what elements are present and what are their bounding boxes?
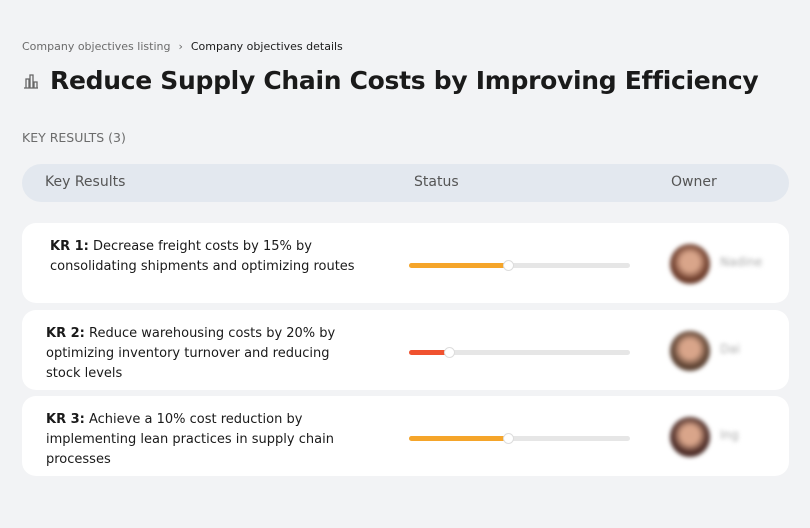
owner-avatar <box>670 417 710 457</box>
key-result-id: KR 2: <box>46 326 85 341</box>
key-result-text: KR 3: Achieve a 10% cost reduction by im… <box>46 410 366 470</box>
key-result-id: KR 3: <box>46 412 85 427</box>
page-header: Reduce Supply Chain Costs by Improving E… <box>22 66 759 95</box>
owner-name: Nadine <box>720 255 763 269</box>
column-key-results: Key Results <box>45 174 126 190</box>
key-result-text: KR 2: Reduce warehousing costs by 20% by… <box>46 324 366 384</box>
breadcrumb: Company objectives listing › Company obj… <box>22 40 343 53</box>
owner-name: Dai <box>720 342 740 356</box>
progress-bar <box>409 260 630 271</box>
progress-knob <box>503 433 515 444</box>
key-result-description: Decrease freight costs by 15% by consoli… <box>50 239 355 274</box>
owner-avatar <box>670 244 710 284</box>
owner-avatar <box>670 331 710 371</box>
key-results-count: KEY RESULTS (3) <box>22 130 126 145</box>
breadcrumb-separator: › <box>178 40 183 53</box>
progress-fill <box>409 436 509 441</box>
progress-bar <box>409 347 630 358</box>
progress-bar <box>409 433 630 444</box>
breadcrumb-current: Company objectives details <box>190 40 343 53</box>
progress-knob <box>443 347 455 358</box>
page-title: Reduce Supply Chain Costs by Improving E… <box>50 66 759 95</box>
building-chart-icon <box>24 73 38 89</box>
column-owner: Owner <box>671 174 717 190</box>
progress-knob <box>503 260 515 271</box>
breadcrumb-parent-link[interactable]: Company objectives listing <box>22 40 171 53</box>
progress-fill <box>409 350 449 355</box>
table-header: Key Results Status Owner <box>22 164 789 202</box>
key-result-description: Achieve a 10% cost reduction by implemen… <box>46 412 334 467</box>
key-result-row[interactable]: KR 1: Decrease freight costs by 15% by c… <box>22 223 789 303</box>
key-result-description: Reduce warehousing costs by 20% by optim… <box>46 326 336 381</box>
key-result-id: KR 1: <box>50 239 89 254</box>
key-result-row[interactable]: KR 3: Achieve a 10% cost reduction by im… <box>22 396 789 476</box>
column-status: Status <box>414 174 459 190</box>
key-result-row[interactable]: KR 2: Reduce warehousing costs by 20% by… <box>22 310 789 390</box>
key-result-text: KR 1: Decrease freight costs by 15% by c… <box>50 237 370 277</box>
owner-name: Ing <box>720 428 739 442</box>
progress-fill <box>409 263 509 268</box>
